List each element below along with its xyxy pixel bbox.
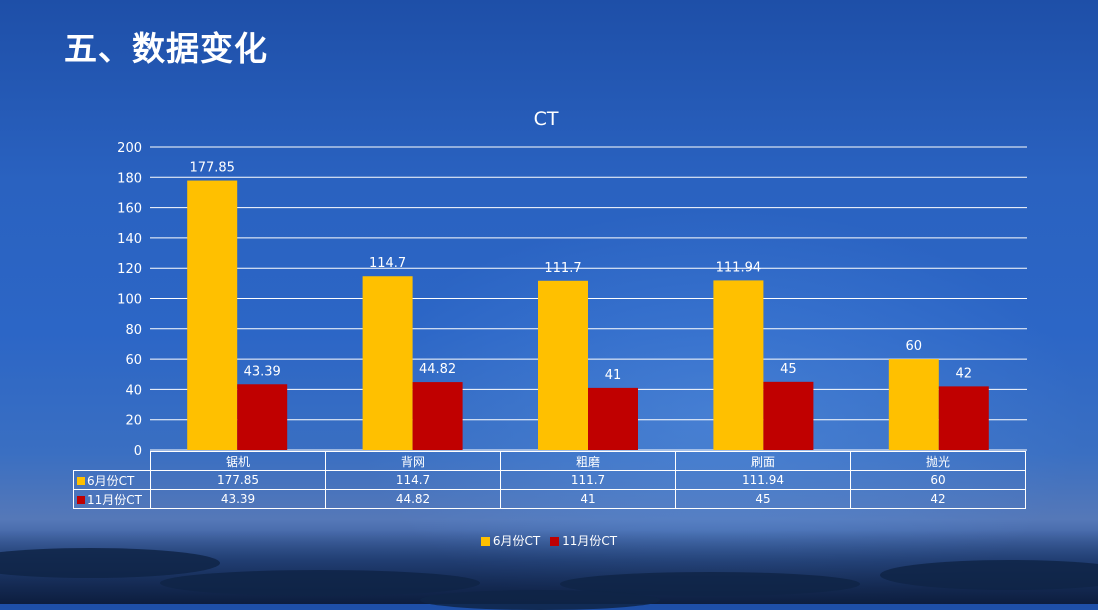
data-table-cell: 60 bbox=[850, 470, 1026, 490]
data-table-corner bbox=[73, 451, 151, 471]
data-table-header-row: 锯机 背网 粗磨 刷面 抛光 bbox=[73, 451, 1026, 471]
data-table-cell: 44.82 bbox=[325, 489, 501, 509]
november-swatch-icon bbox=[77, 495, 85, 504]
bar-june bbox=[362, 276, 413, 450]
data-table-series-label: 6月份CT bbox=[73, 470, 151, 490]
y-tick-label: 60 bbox=[125, 353, 142, 368]
data-table-category: 刷面 bbox=[675, 451, 851, 471]
data-table-row-november: 11月份CT 43.39 44.82 41 45 42 bbox=[73, 489, 1026, 509]
data-table-row-june: 6月份CT 177.85 114.7 111.7 111.94 60 bbox=[73, 470, 1026, 490]
chart-title: CT bbox=[534, 108, 559, 130]
data-label: 44.82 bbox=[419, 362, 456, 377]
y-tick-label: 160 bbox=[117, 202, 142, 217]
y-tick-label: 120 bbox=[117, 262, 142, 277]
background-island bbox=[160, 570, 480, 596]
data-table-cell: 177.85 bbox=[150, 470, 326, 490]
data-table-category: 锯机 bbox=[150, 451, 326, 471]
data-table-cell: 111.94 bbox=[675, 470, 851, 490]
data-table-category: 抛光 bbox=[850, 451, 1026, 471]
data-table-series-name: 6月份CT bbox=[87, 473, 135, 488]
data-label: 60 bbox=[906, 339, 923, 354]
bar-june bbox=[538, 280, 588, 450]
data-table-cell: 45 bbox=[675, 489, 851, 509]
background-island bbox=[0, 548, 220, 578]
bar-november bbox=[237, 384, 288, 450]
bar-november bbox=[588, 387, 638, 450]
data-table-category: 粗磨 bbox=[500, 451, 676, 471]
data-table-category: 背网 bbox=[325, 451, 501, 471]
data-label: 111.7 bbox=[544, 261, 581, 276]
y-tick-label: 80 bbox=[125, 323, 142, 338]
chart-legend: 6月份CT 11月份CT bbox=[0, 532, 1098, 549]
page-title: 五、数据变化 bbox=[64, 29, 268, 68]
data-label: 42 bbox=[956, 366, 973, 381]
data-table-series-name: 11月份CT bbox=[87, 492, 142, 507]
y-tick-label: 140 bbox=[117, 232, 142, 247]
bar-june bbox=[187, 180, 238, 450]
data-table-cell: 41 bbox=[500, 489, 676, 509]
y-tick-label: 40 bbox=[125, 383, 142, 398]
legend-swatch-icon bbox=[480, 536, 490, 546]
bar-november bbox=[938, 386, 989, 450]
legend-label: 11月份CT bbox=[562, 534, 618, 548]
bar-june bbox=[888, 359, 939, 450]
data-table-series-label: 11月份CT bbox=[73, 489, 151, 509]
bar-june bbox=[713, 280, 764, 450]
data-table-cell: 114.7 bbox=[325, 470, 501, 490]
june-swatch-icon bbox=[77, 476, 85, 485]
bar-november bbox=[412, 382, 463, 450]
data-table: 锯机 背网 粗磨 刷面 抛光 6月份CT 177.85 114.7 111.7 … bbox=[73, 451, 1026, 509]
y-tick-label: 200 bbox=[117, 141, 142, 156]
data-label: 177.85 bbox=[189, 161, 235, 176]
bar-november bbox=[763, 381, 814, 450]
y-tick-label: 100 bbox=[117, 293, 142, 308]
data-table-cell: 111.7 bbox=[500, 470, 676, 490]
legend-item-november: 11月份CT bbox=[550, 532, 617, 549]
y-tick-label: 180 bbox=[117, 171, 142, 186]
data-label: 111.94 bbox=[716, 260, 762, 275]
data-label: 41 bbox=[605, 368, 622, 383]
bars bbox=[187, 180, 989, 450]
data-table-cell: 43.39 bbox=[150, 489, 326, 509]
data-label: 114.7 bbox=[369, 256, 406, 271]
y-tick-label: 20 bbox=[125, 414, 142, 429]
data-labels: 177.85 114.7 111.7 111.94 60 43.39 44.82 41 45 42 bbox=[189, 161, 972, 383]
data-label: 43.39 bbox=[244, 364, 281, 379]
legend-item-june: 6月份CT bbox=[480, 532, 541, 549]
legend-swatch-icon bbox=[550, 536, 560, 546]
legend-label: 6月份CT bbox=[492, 534, 541, 548]
data-table-cell: 42 bbox=[850, 489, 1026, 509]
data-label: 45 bbox=[780, 362, 797, 377]
background-island bbox=[880, 560, 1098, 590]
